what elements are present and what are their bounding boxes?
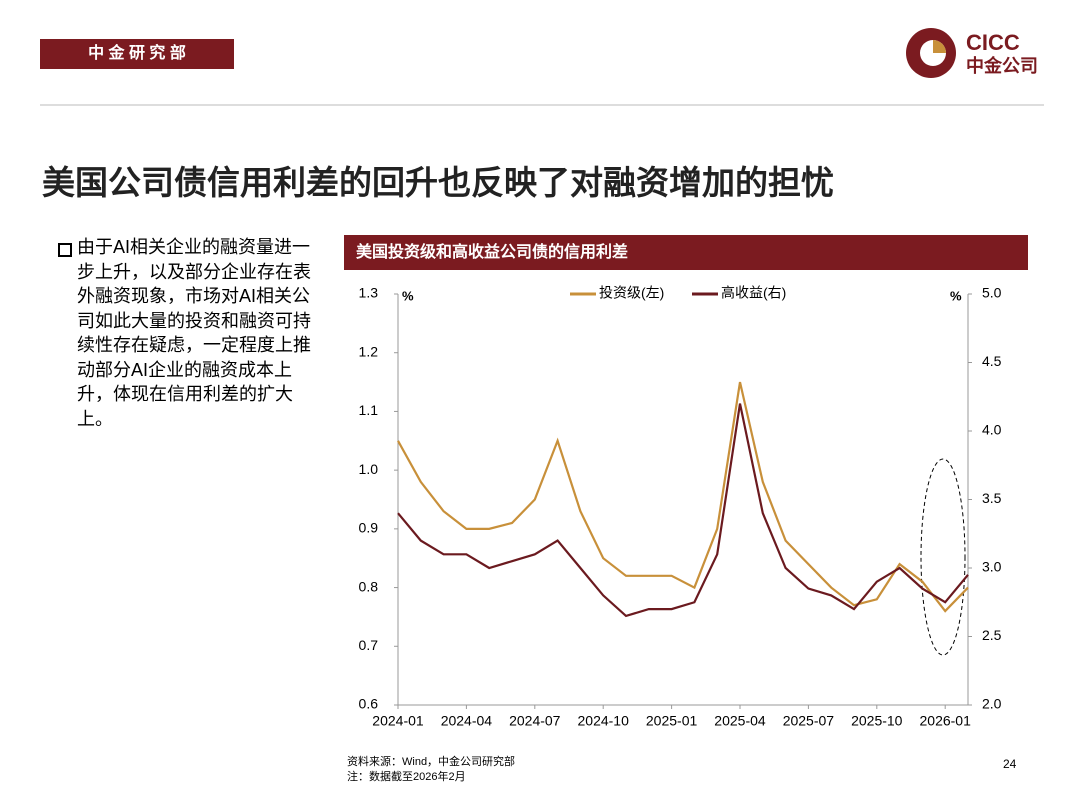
x-tick-label: 2025-07 — [783, 713, 835, 729]
highlight-ellipse — [920, 458, 966, 656]
x-tick-label: 2024-10 — [578, 713, 630, 729]
y-tick-label: 3.5 — [982, 490, 1002, 506]
legend-label: 投资级(左) — [599, 285, 664, 301]
logo: CICC 中金公司 — [906, 28, 1038, 78]
bullet-box — [58, 243, 72, 257]
y-tick-label: 0.8 — [359, 578, 379, 594]
logo-cn: 中金公司 — [966, 55, 1038, 76]
y-unit: % — [402, 288, 414, 303]
divider — [40, 104, 1044, 106]
y-tick-label: 0.7 — [359, 637, 379, 653]
page-number: 24 — [1003, 757, 1017, 771]
source: 资料来源：Wind，中金公司研究部 — [347, 756, 516, 768]
slide-title: 美国公司债信用利差的回升也反映了对融资增加的担忧 — [42, 164, 834, 201]
series-line — [397, 403, 969, 618]
y-tick-label: 4.5 — [982, 353, 1002, 369]
y-tick-label: 2.5 — [982, 627, 1002, 643]
y-tick-label: 4.0 — [982, 422, 1002, 438]
x-tick-label: 2024-07 — [509, 713, 561, 729]
y-tick-label: 1.3 — [359, 285, 379, 301]
bullet-text: 由于AI相关企业的融资量进一步上升，以及部分企业存在表外融资现象，市场对AI相关… — [77, 237, 311, 429]
x-tick-label: 2024-01 — [372, 713, 424, 729]
y-tick-label: 2.0 — [982, 696, 1002, 712]
logo-en: CICC — [966, 30, 1020, 55]
x-tick-label: 2025-10 — [851, 713, 903, 729]
legend-label: 高收益(右) — [721, 285, 786, 301]
x-tick-label: 2024-04 — [441, 713, 493, 729]
chart-title-bar — [344, 235, 1028, 270]
y-tick-label: 1.1 — [359, 402, 379, 418]
y2-unit: % — [950, 288, 962, 303]
y-tick-label: 1.0 — [359, 461, 379, 477]
y-tick-label: 3.0 — [982, 559, 1002, 575]
series-line — [397, 381, 969, 613]
y-tick-label: 0.9 — [359, 520, 379, 536]
y-tick-label: 5.0 — [982, 285, 1002, 301]
header-label: 中 金 研 究 部 — [40, 39, 234, 69]
chart-title: 美国投资级和高收益公司债的信用利差 — [356, 242, 628, 261]
chart: 美国投资级和高收益公司债的信用利差 % % 0.6 0.7 0.8 0.9 1.0 1.1… — [344, 235, 1028, 729]
x-tick-label: 2026-01 — [920, 713, 972, 729]
y-tick-label: 1.2 — [359, 343, 379, 359]
x-tick-label: 2025-04 — [714, 713, 766, 729]
y-tick-label: 0.6 — [359, 696, 379, 712]
note: 注：数据截至2026年2月 — [347, 771, 466, 783]
x-tick-label: 2025-01 — [646, 713, 698, 729]
